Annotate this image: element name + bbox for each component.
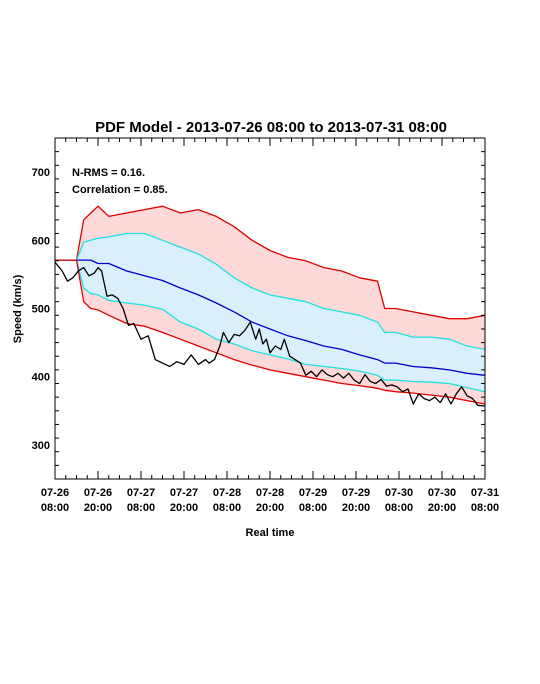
inner-band-fill xyxy=(55,233,485,392)
series-line-outer-upper xyxy=(55,205,486,320)
x-tick-label-time: 20:00 xyxy=(170,502,198,514)
x-tick-label-time: 20:00 xyxy=(342,502,370,514)
nrms-annotation: N-RMS = 0.16. xyxy=(72,167,145,179)
x-tick-label-date: 07-30 xyxy=(385,487,413,499)
x-tick-label-time: 08:00 xyxy=(299,502,327,514)
x-tick-label-time: 08:00 xyxy=(127,502,155,514)
y-tick-label: 400 xyxy=(32,372,50,384)
x-tick-label-time: 08:00 xyxy=(41,502,69,514)
x-tick-label-date: 07-27 xyxy=(170,487,198,499)
y-tick-label: 500 xyxy=(32,304,50,316)
series-line-median xyxy=(55,259,486,376)
x-tick-label-time: 08:00 xyxy=(385,502,413,514)
correlation-annotation: Correlation = 0.85. xyxy=(72,184,168,196)
x-tick-label-date: 07-29 xyxy=(342,487,370,499)
y-tick-label: 300 xyxy=(32,440,50,452)
x-axis-title: Real time xyxy=(246,527,295,539)
y-axis: 300 400 500 600 700 xyxy=(32,137,485,480)
x-tick-label-date: 07-30 xyxy=(428,487,456,499)
x-tick-label-date: 07-28 xyxy=(213,487,241,499)
series-line-inner-lower xyxy=(55,259,486,393)
observed-speed-line xyxy=(54,261,486,407)
series-line-inner-upper xyxy=(55,232,486,351)
x-tick-label-time: 08:00 xyxy=(213,502,241,514)
chart-title: PDF Model - 2013-07-26 08:00 to 2013-07-… xyxy=(95,119,447,136)
y-tick-label: 600 xyxy=(32,235,50,247)
plot-area xyxy=(54,205,486,407)
x-tick-label-time: 08:00 xyxy=(471,502,499,514)
x-tick-label-date: 07-26 xyxy=(41,487,69,499)
y-tick-label: 700 xyxy=(32,167,50,179)
x-axis: 07-26 08:00 07-26 20:00 07-27 08:00 07-27 20:00… xyxy=(41,138,499,514)
x-tick-label-date: 07-26 xyxy=(84,487,112,499)
y-axis-title: Speed (km/s) xyxy=(12,274,24,343)
x-tick-label-date: 07-31 xyxy=(471,487,499,499)
x-tick-label-time: 20:00 xyxy=(428,502,456,514)
x-tick-label-time: 20:00 xyxy=(256,502,284,514)
x-tick-label-date: 07-28 xyxy=(256,487,284,499)
x-tick-label-date: 07-29 xyxy=(299,487,327,499)
x-tick-label-time: 20:00 xyxy=(84,502,112,514)
x-tick-label-date: 07-27 xyxy=(127,487,155,499)
series-line-outer-lower xyxy=(55,259,486,405)
